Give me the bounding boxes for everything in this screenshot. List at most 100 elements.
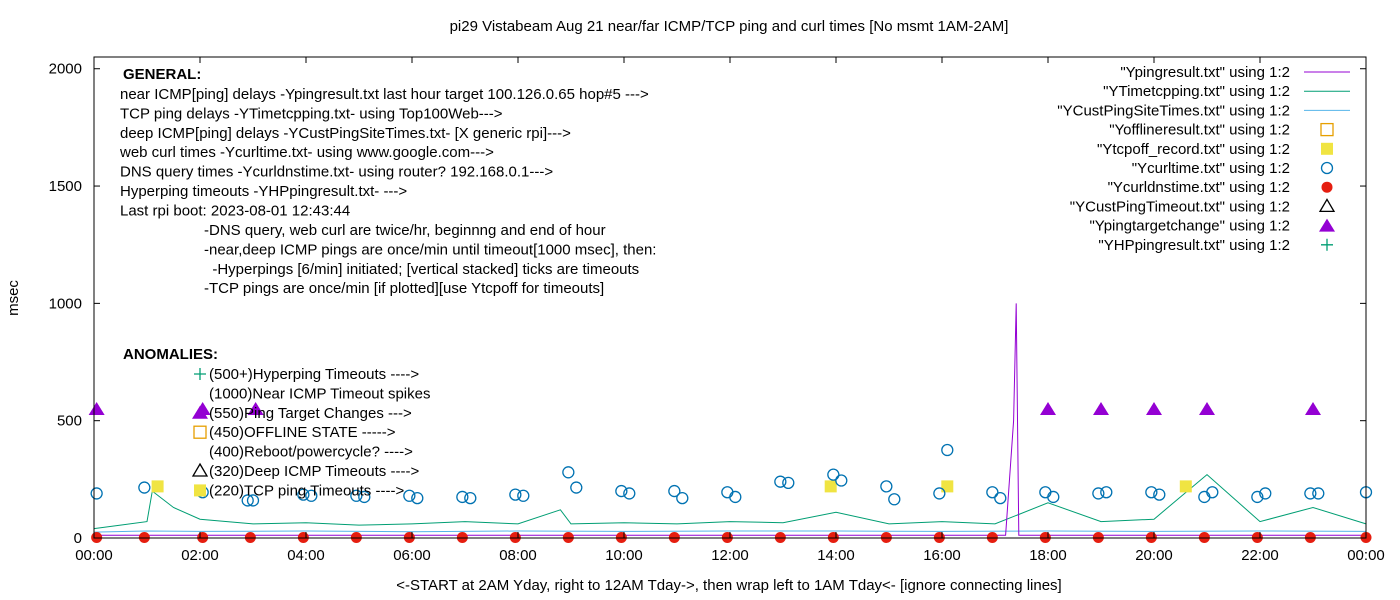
data-point [1251, 490, 1264, 504]
data-point [729, 490, 742, 504]
general-line: deep ICMP[ping] delays -YCustPingSiteTim… [120, 125, 571, 142]
general-line: web curl times -Ycurltime.txt- using www… [119, 144, 494, 161]
x-tick-label: 04:00 [287, 547, 325, 564]
legend-marker [1319, 218, 1335, 232]
data-point [403, 489, 416, 502]
annotations: GENERAL: near ICMP[ping] delays -Ypingres… [119, 66, 656, 499]
data-point [986, 486, 999, 499]
general-note: -DNS query, web curl are twice/hr, begin… [204, 222, 606, 239]
anomaly-line: (500+)Hyperping Timeouts ----> [209, 366, 419, 383]
chart-title: pi29 Vistabeam Aug 21 near/far ICMP/TCP … [450, 18, 1009, 35]
y-tick-label: 1500 [49, 178, 82, 195]
general-line: TCP ping delays -YTimetcpping.txt- using… [120, 105, 503, 122]
data-point [676, 491, 689, 505]
legend-marker [1318, 198, 1336, 213]
data-point [623, 487, 636, 500]
legend-marker [1321, 142, 1333, 155]
data-point [1040, 401, 1056, 415]
data-point [562, 466, 575, 479]
general-heading: GENERAL: [123, 66, 201, 83]
anomaly-line: (400)Reboot/powercycle? ----> [209, 444, 413, 461]
x-tick-label: 16:00 [923, 547, 961, 564]
data-point [994, 491, 1007, 505]
data-point [1145, 486, 1158, 499]
data-point [517, 489, 530, 502]
y-tick-label: 500 [57, 413, 82, 430]
general-note: -TCP pings are once/min [if plotted][use… [204, 280, 604, 297]
data-point [247, 401, 264, 415]
general-note: -Hyperpings [6/min] initiated; [vertical… [204, 261, 639, 278]
data-point [151, 480, 164, 493]
anomaly-line: (220)TCP ping Timeouts ----> [209, 482, 404, 499]
anomaly-marker [192, 405, 208, 419]
x-tick-label: 00:00 [75, 547, 113, 564]
data-point [1206, 486, 1219, 499]
legend-label: "YTimetcpping.txt" using 1:2 [1103, 83, 1290, 100]
anomalies-heading: ANOMALIES: [123, 346, 218, 363]
anomaly-line: (320)Deep ICMP Timeouts ----> [209, 463, 419, 480]
data-point [241, 494, 254, 507]
anomaly-marker [191, 462, 209, 477]
data-point [774, 475, 787, 488]
x-tick-label: 02:00 [181, 547, 219, 564]
legend-label: "YCustPingTimeout.txt" using 1:2 [1070, 198, 1290, 215]
series-line [93, 530, 1367, 533]
x-tick-label: 00:00 [1347, 547, 1385, 564]
legend-label: "Ypingtargetchange" using 1:2 [1089, 218, 1290, 235]
data-point [827, 468, 840, 481]
legend-label: "Ytcpoff_record.txt" using 1:2 [1097, 141, 1290, 158]
legend-label: "Yofflineresult.txt" using 1:2 [1109, 122, 1290, 139]
data-point [824, 480, 837, 493]
data-point [90, 487, 103, 500]
data-point [1092, 487, 1105, 500]
data-point [615, 484, 628, 498]
data-point [1305, 401, 1321, 415]
legend-label: "YHPpingresult.txt" using 1:2 [1098, 237, 1290, 254]
x-tick-label: 12:00 [711, 547, 749, 564]
data-point [1153, 488, 1166, 501]
general-note: -near,deep ICMP pings are once/min until… [204, 241, 656, 258]
legend-label: "Ycurltime.txt" using 1:2 [1132, 160, 1290, 177]
x-tick-label: 06:00 [393, 547, 431, 564]
axes: 00:00 02:00 04:00 06:00 08:00 10:00 12:00 14:00… [49, 57, 1385, 564]
data-point [358, 490, 371, 504]
data-point [138, 481, 151, 494]
data-point [668, 484, 681, 498]
legend: "Ypingresult.txt" using 1:2 "YTimetcpping… [1057, 64, 1350, 254]
data-point [1146, 401, 1162, 415]
data-point [297, 488, 310, 501]
anomaly-line: (550)Ping Target Changes ---> [209, 405, 412, 422]
data-point [888, 493, 901, 506]
data-point [464, 491, 477, 505]
data-point [1093, 401, 1109, 415]
data-point [305, 489, 318, 502]
y-tick-label: 1000 [49, 295, 82, 312]
legend-marker [1321, 181, 1333, 193]
data-point [246, 494, 260, 507]
data-point [721, 486, 734, 499]
general-line: near ICMP[ping] delays -Ypingresult.txt … [120, 86, 649, 103]
legend-label: "YCustPingSiteTimes.txt" using 1:2 [1057, 102, 1290, 119]
anomaly-marker [193, 425, 207, 439]
data-point [1179, 480, 1192, 493]
legend-label: "Ypingresult.txt" using 1:2 [1120, 64, 1290, 81]
general-line: DNS query times -Ycurldnstime.txt- using… [120, 164, 553, 181]
data-point [1304, 487, 1317, 500]
general-line: Hyperping timeouts -YHPpingresult.txt- -… [120, 183, 407, 200]
anomaly-line: (450)OFFLINE STATE -----> [209, 424, 396, 441]
data-point [456, 490, 469, 504]
data-point [880, 480, 893, 493]
data-point [1047, 490, 1060, 504]
data-point [941, 480, 954, 493]
data-point [509, 488, 522, 501]
series-line [93, 473, 1367, 530]
data-point [782, 476, 795, 490]
anomaly-line: (1000)Near ICMP Timeout spikes [209, 385, 430, 402]
y-tick-label: 2000 [49, 61, 82, 78]
y-axis-label: msec [5, 280, 22, 316]
legend-marker [1320, 161, 1334, 175]
anomaly-marker [194, 484, 206, 497]
x-tick-label: 18:00 [1029, 547, 1067, 564]
data-point [1100, 486, 1113, 499]
